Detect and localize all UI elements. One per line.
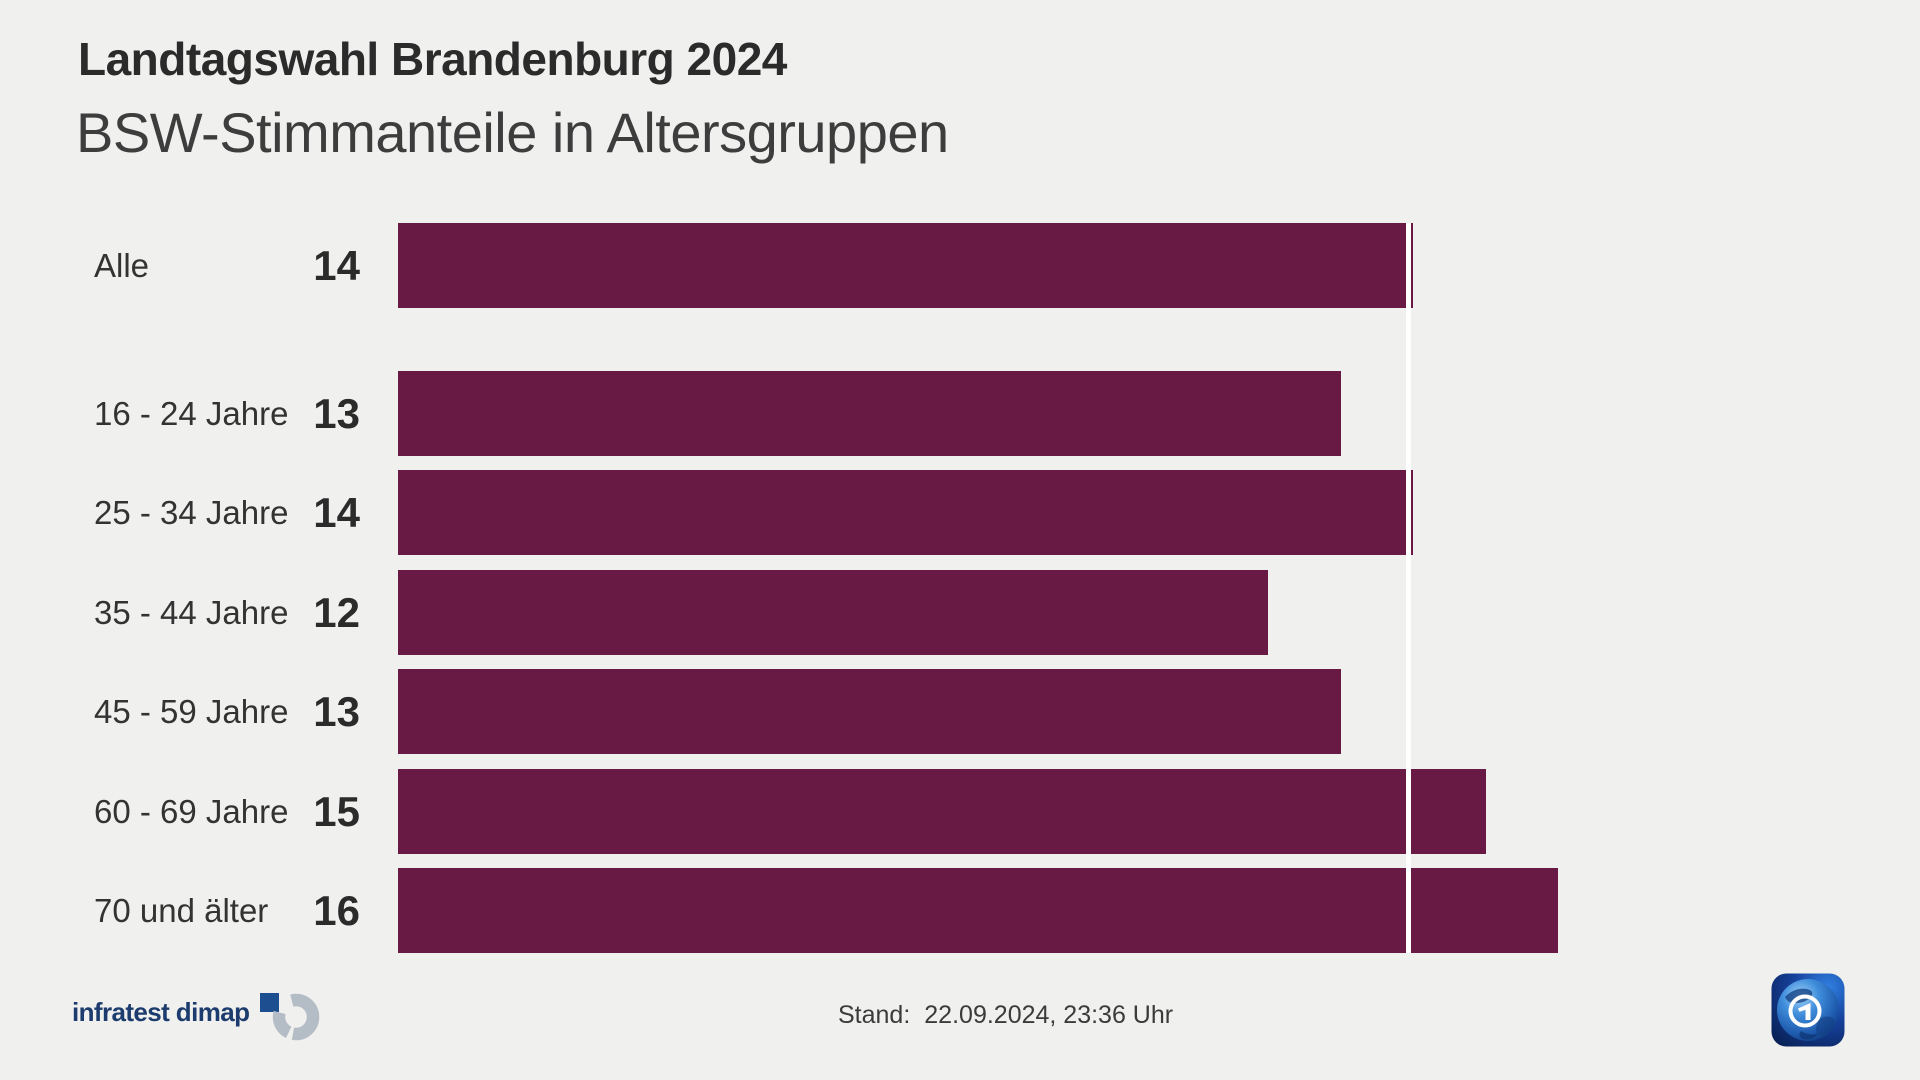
row-value: 15 (313, 787, 360, 835)
bar (398, 669, 1341, 754)
chart-subtitle: BSW-Stimmanteile in Altersgruppen (76, 101, 949, 164)
row-value: 16 (313, 886, 360, 934)
row-label: 35 - 44 Jahre (94, 593, 289, 631)
bar (398, 470, 1413, 555)
bar (398, 371, 1341, 456)
status-timestamp: Stand: 22.09.2024, 23:36 Uhr (838, 1001, 1173, 1030)
stand-value: 22.09.2024, 23:36 Uhr (924, 1001, 1174, 1029)
row-label: 45 - 59 Jahre (94, 692, 289, 730)
chart-row: Alle 14 (0, 223, 1920, 308)
stand-label: Stand: (838, 1001, 911, 1029)
chart-row: 25 - 34 Jahre 14 (0, 470, 1920, 555)
row-label: 60 - 69 Jahre (94, 792, 289, 830)
row-label: 25 - 34 Jahre (94, 493, 289, 531)
infratest-dimap-mark-icon (260, 993, 320, 1041)
infratest-dimap-logo: infratest dimap (72, 997, 250, 1027)
row-label: Alle (94, 246, 150, 284)
page-title: Landtagswahl Brandenburg 2024 (78, 33, 787, 85)
bar (398, 570, 1268, 655)
row-label: 70 und älter (94, 891, 269, 929)
chart-row: 16 - 24 Jahre 13 (0, 371, 1920, 456)
reference-line (1406, 223, 1411, 953)
row-value: 13 (313, 687, 360, 735)
row-value: 14 (313, 241, 360, 289)
row-value: 14 (313, 488, 360, 536)
chart-row: 70 und älter 16 (0, 868, 1920, 953)
chart-row: 45 - 59 Jahre 13 (0, 669, 1920, 754)
row-label: 16 - 24 Jahre (94, 394, 289, 432)
row-value: 13 (313, 389, 360, 437)
chart-row: 35 - 44 Jahre 12 (0, 570, 1920, 655)
bar (398, 769, 1486, 854)
bar (398, 223, 1413, 308)
row-value: 12 (313, 588, 360, 636)
chart-row: 60 - 69 Jahre 15 (0, 769, 1920, 854)
ard-tagesschau-globe-icon (1771, 973, 1845, 1047)
bar (398, 868, 1558, 953)
